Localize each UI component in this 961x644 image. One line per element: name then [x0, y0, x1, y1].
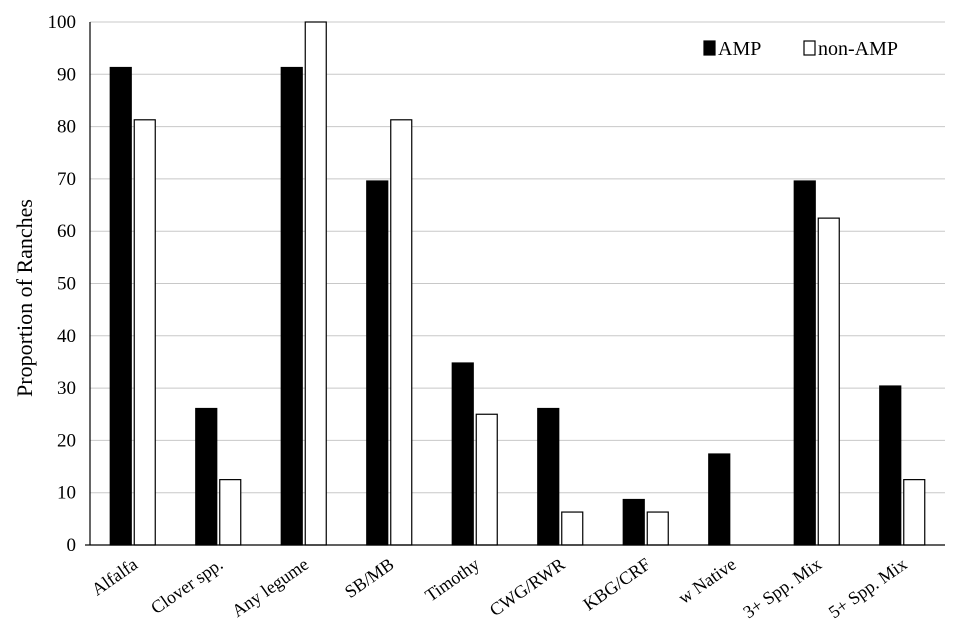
x-tick-labels: Alfalfa Clover spp. Any legume SB/MB Timothy…	[88, 554, 911, 622]
legend-label: non-AMP	[818, 38, 898, 60]
legend-label: AMP	[718, 38, 761, 60]
bar-non-amp	[133, 119, 156, 546]
legend-swatch	[803, 40, 816, 56]
bar-non-amp	[817, 217, 840, 546]
bar-non-amp	[304, 21, 327, 546]
legend-swatch	[703, 40, 716, 56]
y-tick-label: 60	[57, 221, 76, 242]
bar-amp	[793, 180, 816, 546]
bar-amp	[708, 453, 731, 546]
x-tick-label: SB/MB	[341, 554, 398, 602]
y-tick-label: 10	[57, 483, 76, 504]
x-tick-label: Alfalfa	[88, 554, 141, 600]
x-tick-label: KBG/CRF	[579, 554, 654, 615]
bar-amp	[622, 498, 645, 546]
y-tick-label: 0	[67, 535, 77, 556]
x-tick-label: Clover spp.	[147, 554, 226, 618]
y-tick-labels: 0 10 20 30 40 50 60 70 80 90 100	[48, 12, 77, 556]
bar-amp	[537, 407, 560, 546]
bars	[109, 21, 926, 546]
x-tick-label: CWG/RWR	[486, 554, 569, 620]
x-tick-label: w Native	[674, 554, 739, 608]
bar-amp	[109, 66, 132, 546]
bar-non-amp	[219, 479, 242, 546]
y-tick-label: 100	[48, 12, 77, 33]
y-tick-label: 50	[57, 274, 76, 295]
bar-non-amp	[903, 479, 926, 546]
x-tick-label: 5+ Spp. Mix	[825, 554, 911, 622]
bar-amp	[366, 180, 389, 546]
axes	[85, 22, 945, 546]
legend: AMP non-AMP	[703, 38, 898, 60]
bar-non-amp	[646, 511, 669, 546]
y-tick-label: 40	[57, 326, 76, 347]
bar-amp	[195, 407, 218, 546]
bar-amp	[280, 66, 303, 546]
y-tick-label: 70	[57, 169, 76, 190]
bar-amp	[451, 362, 474, 546]
gridlines	[90, 21, 945, 494]
x-tick-label: Timothy	[421, 554, 483, 606]
bar-amp	[879, 385, 902, 546]
y-axis-label: Proportion of Ranches	[12, 199, 37, 397]
y-tick-label: 20	[57, 430, 76, 451]
y-tick-label: 80	[57, 117, 76, 138]
bar-non-amp	[561, 511, 584, 546]
y-tick-label: 30	[57, 378, 76, 399]
x-tick-label: 3+ Spp. Mix	[739, 554, 825, 622]
y-tick-label: 90	[57, 64, 76, 85]
bar-non-amp	[475, 413, 498, 546]
x-tick-label: Any legume	[228, 554, 312, 621]
bar-non-amp	[390, 119, 413, 546]
